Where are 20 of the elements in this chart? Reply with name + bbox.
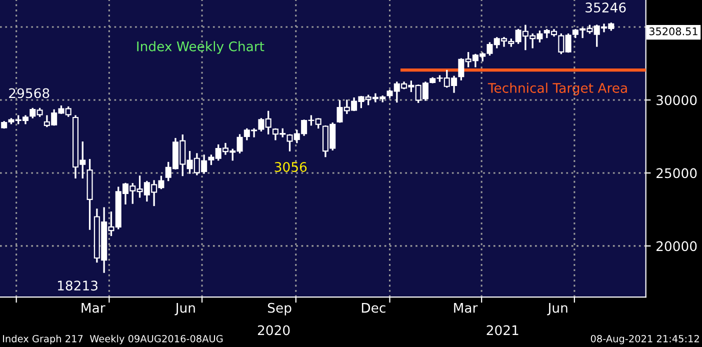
annotation: 35246 — [586, 2, 626, 13]
text: 2021 — [486, 325, 518, 336]
x-tick-label: Sep — [268, 302, 292, 316]
x-tick-label: Mar — [454, 302, 478, 313]
text: Index Weekly Chart — [137, 41, 264, 54]
y-tick-label: 20000 — [656, 241, 697, 252]
text: 35208.51 — [649, 27, 698, 36]
annotation: 29568 — [9, 88, 50, 98]
text: 2020 — [258, 325, 290, 336]
x-tick-label: Jun — [547, 302, 568, 316]
y-tick-label: 25000 — [656, 168, 697, 178]
text: Index Graph 217 Weekly 09AUG2016-08AUG — [3, 334, 223, 344]
x-tick-label: Mar — [82, 302, 106, 313]
y-tick-label: 30000 — [656, 95, 697, 106]
x-tick-label: Dec — [362, 302, 386, 313]
series-label: Technical Target Area — [488, 82, 627, 96]
text: 08-Aug-2021 21:45:12 — [590, 334, 699, 344]
annotation: 18213 — [58, 280, 98, 291]
x-tick-label: Jun — [174, 302, 195, 316]
annotation: 3056 — [274, 162, 307, 172]
